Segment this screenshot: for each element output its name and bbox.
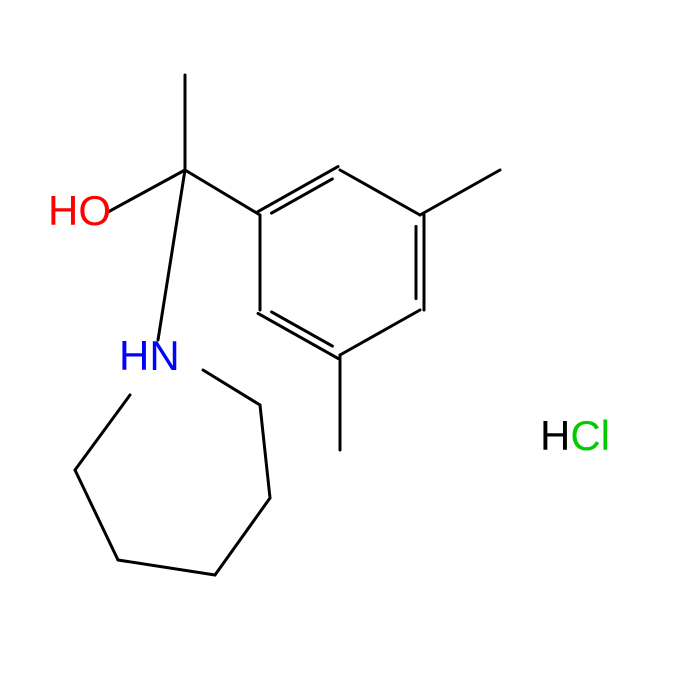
bonds-group (75, 75, 500, 575)
atom-nh: HN (119, 332, 180, 379)
atom-hcl: HCl (540, 412, 610, 459)
atom-oh: HO (48, 187, 111, 234)
molecule-diagram: HO HN HCl (0, 0, 700, 700)
atoms-group: HO HN HCl (48, 187, 610, 459)
